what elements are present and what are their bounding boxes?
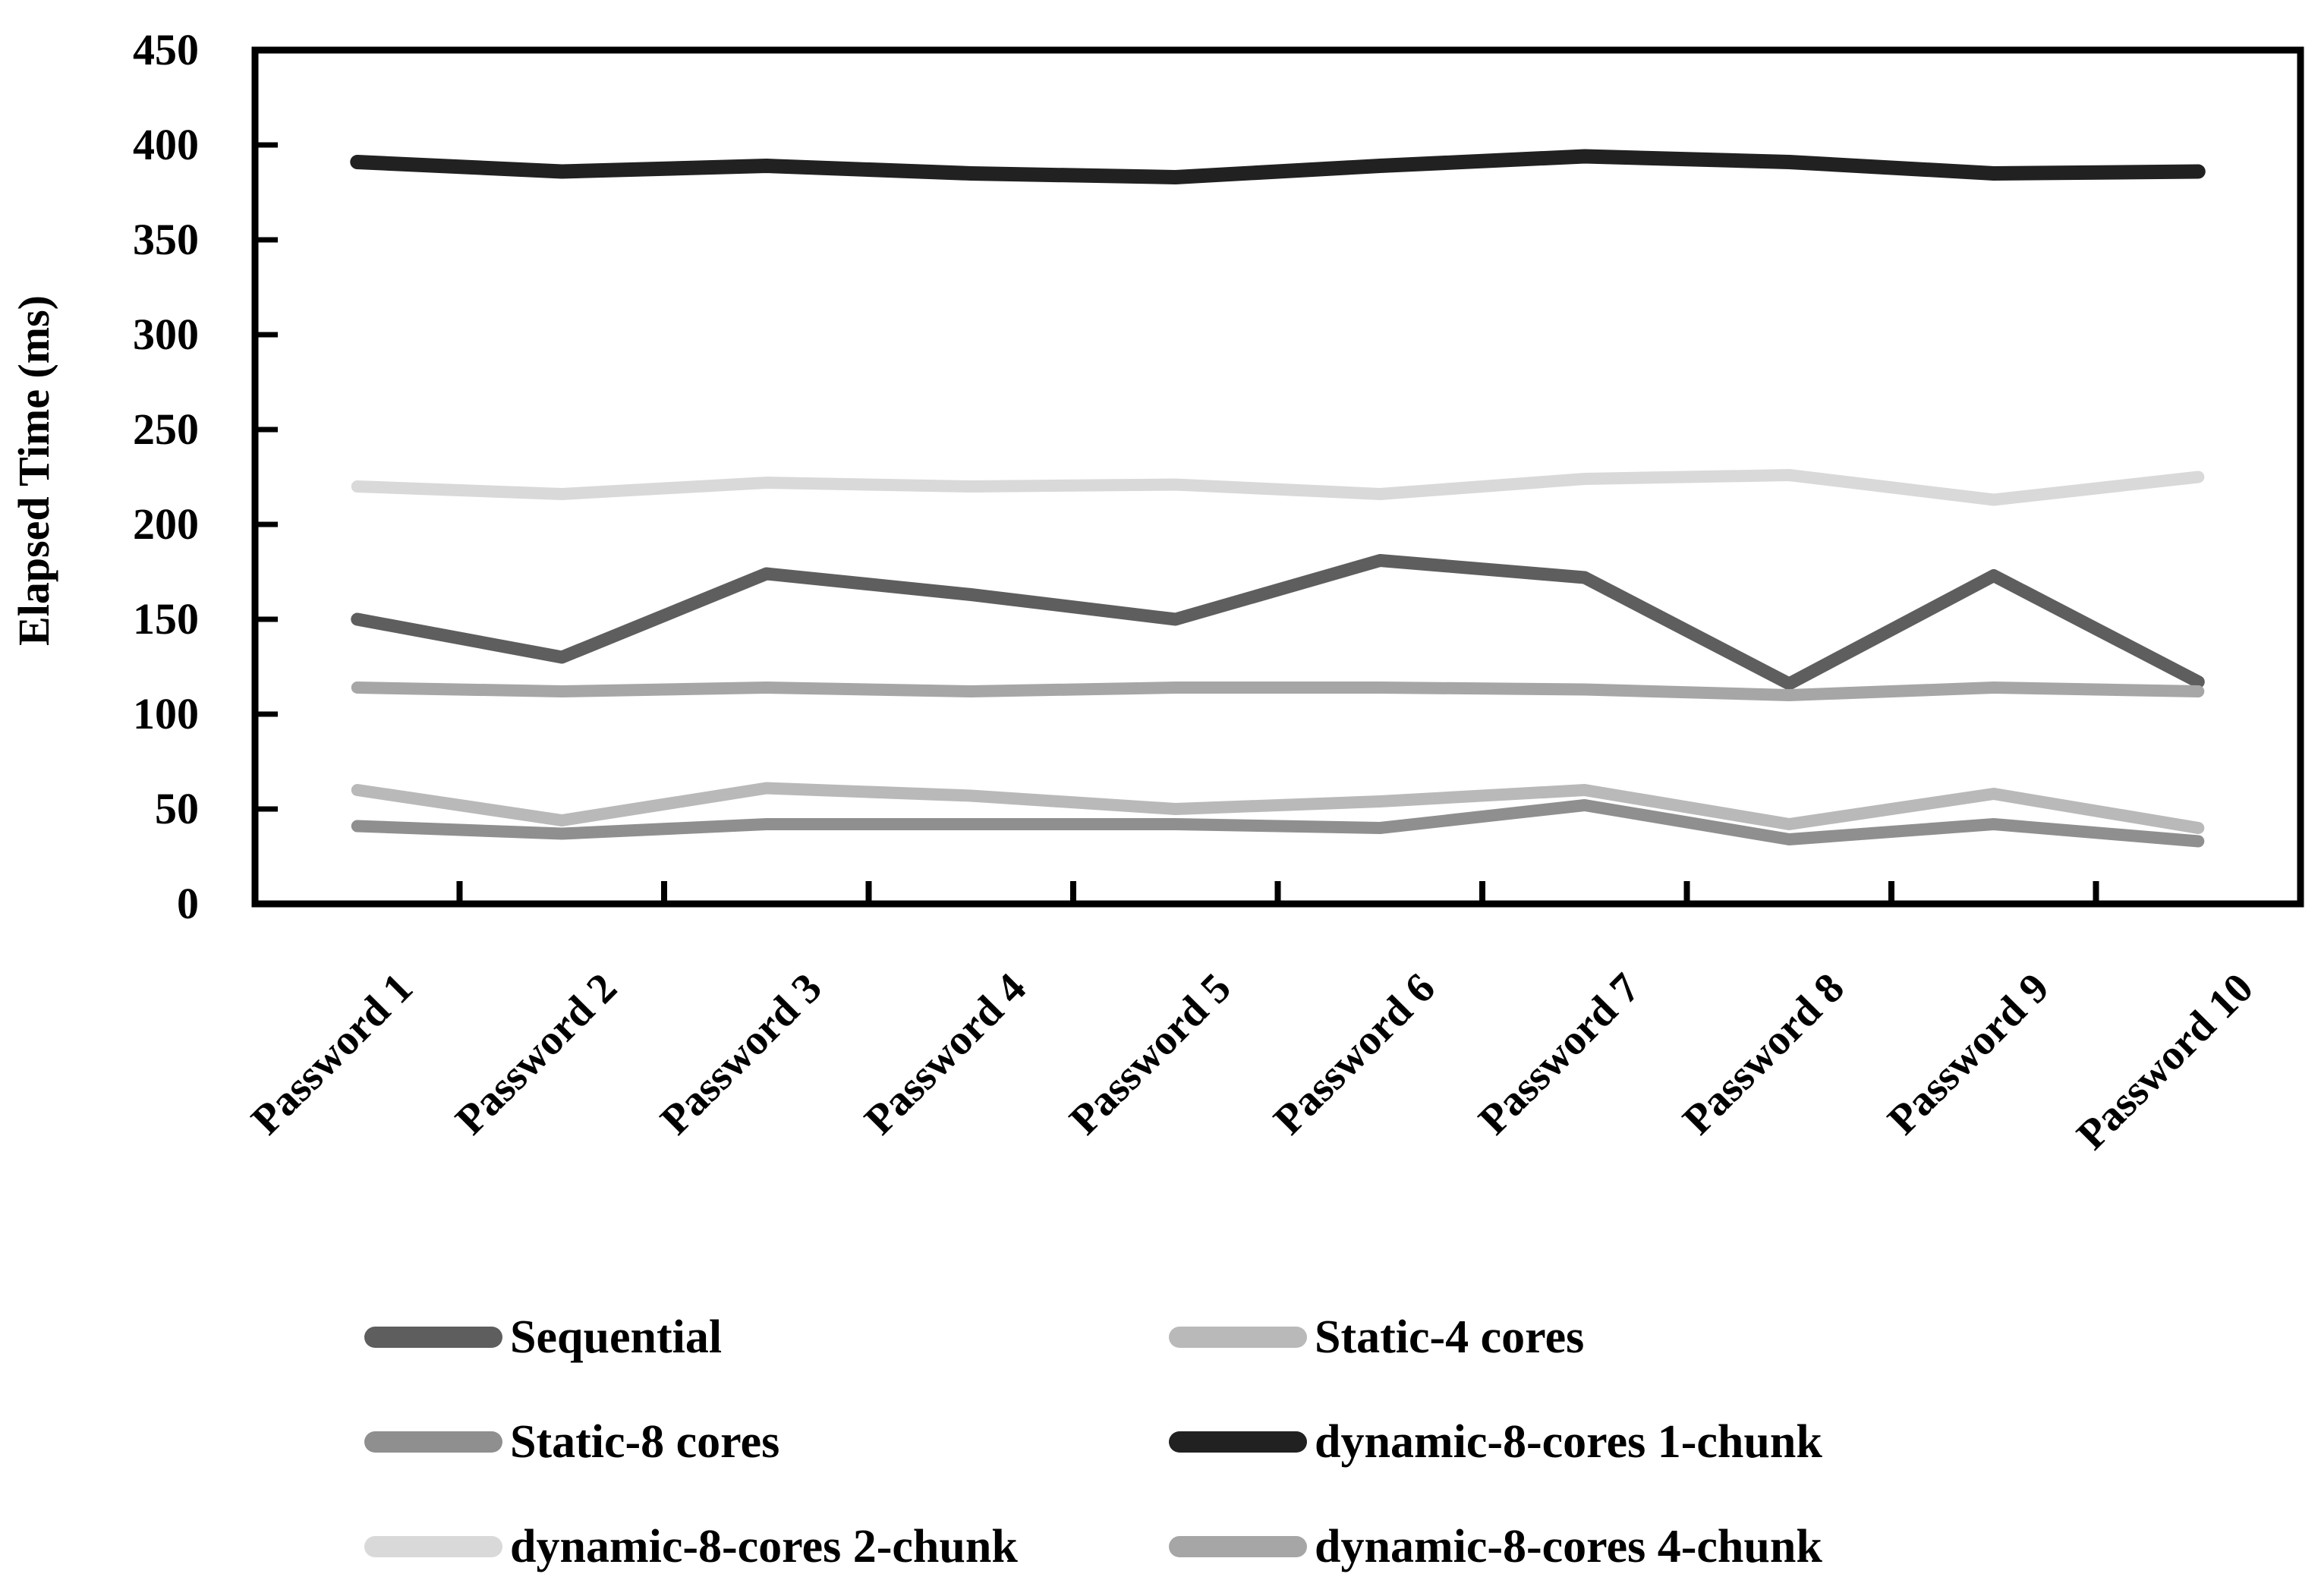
y-tick-label: 350 [133,215,199,264]
legend-label: Sequential [510,1311,723,1363]
legend-item: Static-8 cores [364,1410,1169,1474]
legend-swatch-icon [1169,1536,1307,1557]
y-tick-label: 50 [155,784,199,833]
legend: Sequential Static-4 cores Static-8 cores dy… [364,1305,1822,1579]
legend-label: dynamic-8-cores 4-chunk [1315,1520,1822,1572]
legend-swatch-icon [364,1327,502,1348]
legend-label: dynamic-8-cores 1-chunk [1315,1415,1822,1468]
legend-item: dynamic-8-cores 2-chunk [364,1515,1169,1579]
legend-swatch-icon [1169,1431,1307,1453]
y-tick-label: 450 [133,25,199,74]
series-line-static-4-cores [351,782,2205,834]
legend-swatch-icon [1169,1327,1307,1348]
y-tick-label: 250 [133,405,199,454]
legend-label: dynamic-8-cores 2-chunk [510,1520,1018,1572]
legend-label: Static-8 cores [510,1415,780,1468]
plot-frame [251,46,2304,908]
legend-item: dynamic-8-cores 1-chunk [1169,1410,1822,1474]
series-line-dynamic-8-cores-1-chunk [350,149,2206,184]
legend-swatch-icon [364,1431,502,1453]
y-axis-title: Elapsed Time (ms) [9,295,58,646]
y-tick-label: 200 [133,499,199,549]
series-line-static-8-cores [351,799,2205,848]
y-tick-label: 400 [133,120,199,169]
legend-item: Sequential [364,1305,1169,1369]
y-tick-label: 100 [133,689,199,738]
y-tick-label: 300 [133,310,199,359]
legend-item: dynamic-8-cores 4-chunk [1169,1515,1822,1579]
y-tick-label: 0 [177,879,199,928]
y-tick-label: 150 [133,594,199,644]
legend-item: Static-4 cores [1169,1305,1822,1369]
series-line-dynamic-8-cores-2-chunk [351,469,2205,506]
series-line-dynamic-8-cores-4-chunk [351,682,2205,701]
legend-swatch-icon [364,1536,502,1557]
series-line-sequential [351,554,2205,691]
legend-label: Static-4 cores [1315,1311,1585,1363]
